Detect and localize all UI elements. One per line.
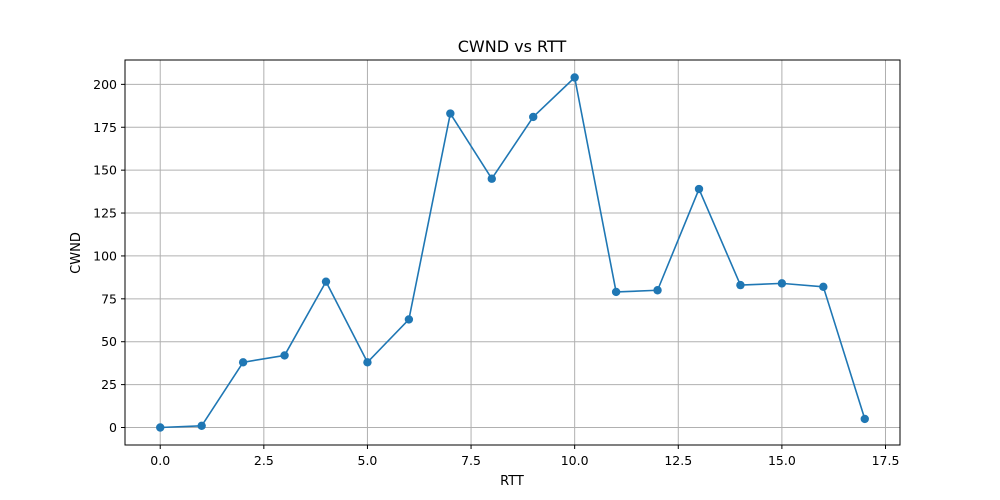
x-tick-label: 12.5	[664, 453, 692, 468]
data-point	[819, 282, 828, 292]
data-point	[694, 184, 704, 194]
data-point	[611, 287, 621, 297]
x-axis-label: RTT	[500, 474, 524, 489]
data-point	[280, 351, 289, 360]
data-point	[446, 109, 455, 118]
data-point	[736, 280, 745, 290]
data-point	[487, 174, 496, 183]
x-tick-label: 10.0	[561, 453, 589, 468]
y-tick-label: 75	[101, 291, 117, 306]
data-point	[363, 358, 372, 367]
y-tick-label: 200	[93, 77, 117, 92]
chart-title: CWND vs RTT	[458, 37, 567, 56]
data-point	[529, 112, 538, 122]
y-tick-label: 50	[101, 334, 117, 349]
y-tick-label: 100	[93, 248, 117, 263]
y-tick-label: 25	[101, 377, 117, 392]
y-tick-label: 175	[93, 120, 117, 135]
y-tick-label: 0	[109, 420, 117, 435]
data-point	[777, 279, 787, 288]
x-tick-label: 7.5	[461, 453, 481, 468]
x-tick-label: 0.0	[150, 453, 170, 468]
grid-lines	[125, 60, 900, 445]
data-point	[404, 315, 414, 324]
plot-area-frame	[124, 59, 901, 446]
data-point	[238, 358, 248, 367]
data-point	[321, 277, 331, 286]
axis-ticks: 0.0 2.5 5.0 7.5 10.0 12.5 15.0 17.5 0 25 50 75 100 12…	[93, 77, 899, 468]
x-tick-label: 15.0	[768, 453, 796, 468]
x-tick-label: 2.5	[254, 453, 274, 468]
y-axis-label: CWND	[69, 232, 84, 274]
series-cwnd	[156, 73, 869, 432]
y-tick-label: 125	[93, 206, 117, 221]
x-tick-label: 17.5	[872, 453, 900, 468]
y-tick-label: 150	[93, 163, 117, 178]
x-tick-label: 5.0	[358, 453, 378, 468]
data-point	[653, 286, 662, 295]
series-line	[160, 76, 866, 429]
data-point	[860, 414, 869, 424]
data-point	[156, 423, 165, 432]
data-point	[197, 421, 206, 430]
data-point	[570, 73, 579, 82]
